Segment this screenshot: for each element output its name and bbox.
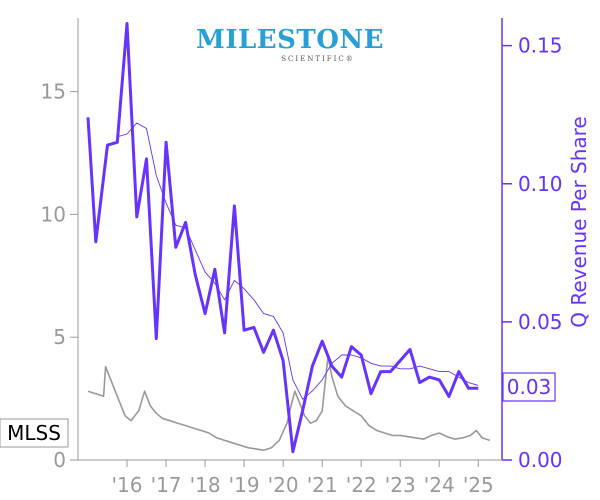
ticker-box — [0, 418, 69, 448]
x-tick-label: '22 — [346, 473, 377, 497]
price-line — [87, 356, 491, 451]
ticker-text: MLSS — [7, 421, 61, 445]
x-tick-label: '23 — [385, 473, 416, 497]
x-tick-label: '18 — [190, 473, 221, 497]
x-tick-label: '19 — [229, 473, 260, 497]
x-ticks: '16 '17 '18 '19 '20 '21 '22 '23 '24 '25 — [112, 460, 494, 497]
revenue-trend-line — [117, 122, 479, 400]
y-right-label: Q Revenue Per Share — [567, 116, 591, 328]
left-tick-label: 15 — [41, 80, 66, 104]
series-layer — [86, 22, 491, 454]
right-tick-label: 0.05 — [518, 310, 563, 334]
left-tick-label: 0 — [53, 448, 66, 472]
x-tick-label: '17 — [151, 473, 182, 497]
logo-name: MILESTONE — [196, 25, 384, 55]
last-value-badge: 0.03 — [502, 372, 556, 402]
right-ticks: 0.00 0.05 0.10 0.15 — [502, 34, 563, 472]
logo: MILESTONE SCIENTIFIC® — [196, 25, 384, 63]
revenue-line — [86, 22, 479, 454]
left-tick-label: 10 — [41, 202, 66, 226]
x-tick-label: '20 — [268, 473, 299, 497]
right-tick-label: 0.15 — [518, 34, 563, 58]
left-ticks: 0 5 10 15 — [41, 80, 78, 472]
left-tick-label: 5 — [53, 325, 66, 349]
last-value-box — [502, 372, 556, 402]
logo-tagline: SCIENTIFIC® — [281, 55, 355, 63]
x-tick-label: '24 — [424, 473, 455, 497]
ticker-badge: MLSS — [0, 418, 69, 448]
last-value-text: 0.03 — [507, 375, 552, 399]
right-tick-label: 0.00 — [518, 448, 563, 472]
right-tick-label: 0.10 — [518, 172, 563, 196]
x-tick-label: '16 — [112, 473, 143, 497]
x-tick-label: '21 — [307, 473, 338, 497]
x-tick-label: '25 — [463, 473, 494, 497]
